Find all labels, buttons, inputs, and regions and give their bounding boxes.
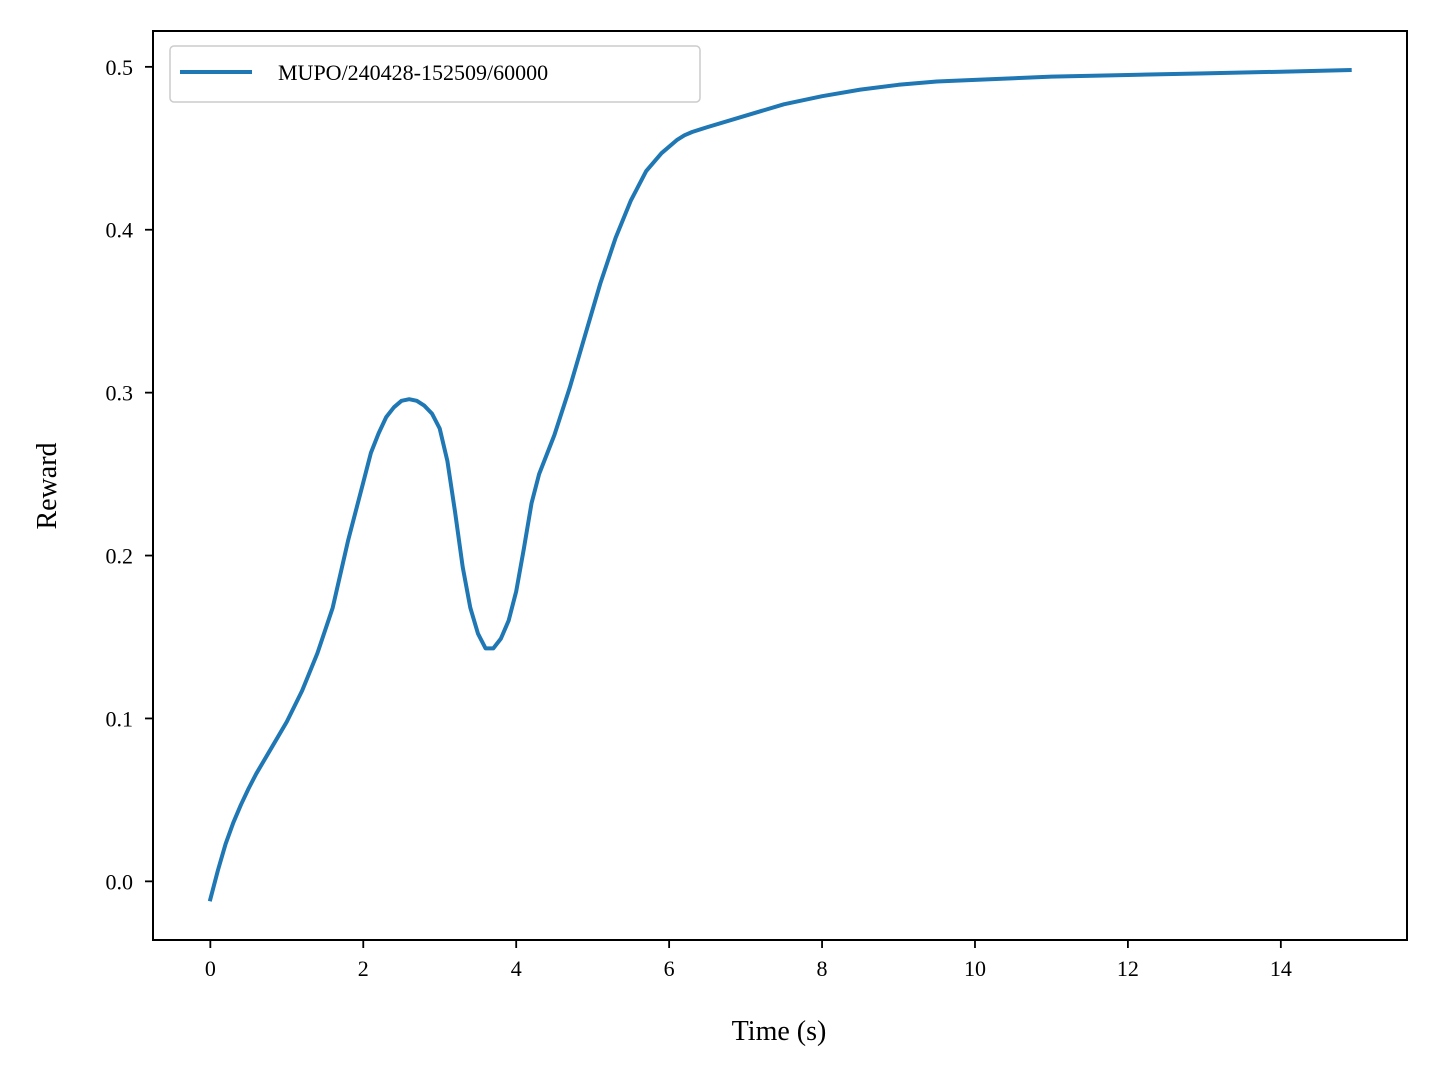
y-axis: 0.0 0.1 0.2 0.3 0.4 0.5	[106, 55, 153, 894]
axes-frame	[152, 30, 1408, 941]
legend-frame	[169, 45, 701, 103]
x-tick-label: 14	[1270, 956, 1292, 981]
x-axis: 0 2 4 6 8 10 12 14	[205, 940, 1292, 981]
x-tick-label: 12	[1117, 956, 1139, 981]
x-tick-label: 0	[205, 956, 216, 981]
x-tick-label: 4	[511, 956, 522, 981]
y-tick-label: 0.0	[106, 869, 134, 894]
y-tick-label: 0.4	[106, 218, 134, 243]
plot-area	[207, 68, 1352, 902]
x-tick-label: 2	[358, 956, 369, 981]
y-tick-label: 0.1	[106, 706, 134, 731]
series-line	[207, 68, 1352, 902]
y-tick-label: 0.3	[106, 381, 134, 406]
legend: MUPO/240428-152509/60000	[169, 45, 701, 103]
y-axis-label: Reward	[32, 442, 63, 529]
legend-label: MUPO/240428-152509/60000	[278, 60, 548, 85]
y-tick-label: 0.2	[106, 544, 134, 569]
x-axis-label: Time (s)	[732, 1016, 827, 1047]
y-tick-label: 0.5	[106, 55, 134, 80]
x-tick-label: 8	[817, 956, 828, 981]
x-tick-label: 6	[664, 956, 675, 981]
x-tick-label: 10	[964, 956, 986, 981]
